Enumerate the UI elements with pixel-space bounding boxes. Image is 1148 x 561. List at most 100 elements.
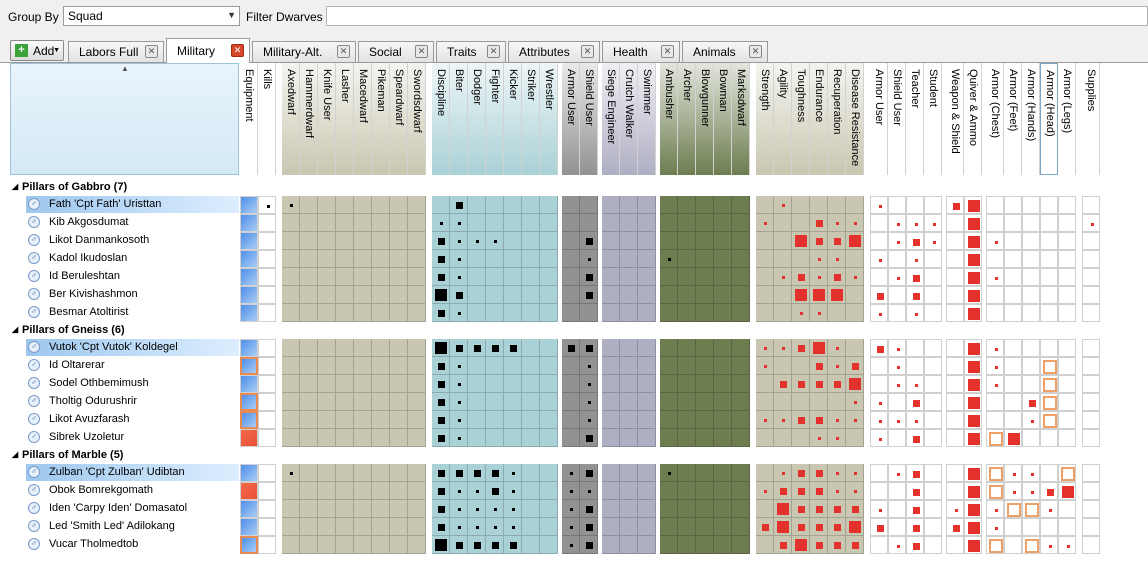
grid-cell-le[interactable] (1058, 375, 1076, 393)
grid-cell-dr[interactable] (846, 429, 864, 447)
grid-cell-a1[interactable] (562, 250, 580, 268)
grid-cell-te[interactable] (906, 214, 924, 232)
grid-cell-m7[interactable] (390, 268, 408, 286)
grid-cell-sg[interactable] (924, 232, 942, 250)
grid-cell-d4[interactable] (486, 268, 504, 286)
grid-cell-m6[interactable] (372, 268, 390, 286)
grid-cell-r3[interactable] (714, 536, 732, 554)
grid-cell-d4[interactable] (486, 536, 504, 554)
grid-cell-r1[interactable] (678, 232, 696, 250)
grid-cell-eq[interactable] (240, 268, 258, 286)
grid-cell-d5[interactable] (504, 482, 522, 500)
dwarf-row[interactable]: ♂ Obok Bomrekgomath (26, 482, 239, 499)
grid-cell-qa[interactable] (964, 196, 982, 214)
grid-cell-d2[interactable] (450, 464, 468, 482)
grid-cell-m[interactable] (282, 357, 300, 375)
column-header-equipment[interactable]: Equipment (240, 63, 258, 175)
grid-cell-hd[interactable] (1040, 500, 1058, 518)
grid-cell-st[interactable] (756, 518, 774, 536)
grid-cell-cw[interactable] (620, 357, 638, 375)
grid-cell-ch[interactable] (986, 518, 1004, 536)
grid-cell-ha[interactable] (1022, 250, 1040, 268)
grid-cell-r2[interactable] (696, 500, 714, 518)
grid-cell-re[interactable] (828, 268, 846, 286)
grid-cell-m5[interactable] (354, 429, 372, 447)
grid-cell-se[interactable] (602, 250, 620, 268)
grid-cell-d4[interactable] (486, 375, 504, 393)
grid-cell-am[interactable] (660, 196, 678, 214)
grid-cell-d5[interactable] (504, 268, 522, 286)
grid-cell-d4[interactable] (486, 500, 504, 518)
grid-cell-d3[interactable] (468, 339, 486, 357)
grid-cell-ar[interactable] (870, 375, 888, 393)
grid-cell-ag[interactable] (774, 393, 792, 411)
dwarf-row[interactable]: ♂ Ber Kivishashmon (26, 286, 239, 303)
column-header-lasher[interactable]: Lasher (336, 63, 354, 175)
grid-cell-r3[interactable] (714, 304, 732, 322)
grid-cell-sg[interactable] (924, 214, 942, 232)
grid-cell-d2[interactable] (450, 393, 468, 411)
grid-cell-m7[interactable] (390, 339, 408, 357)
grid-cell-ch[interactable] (986, 250, 1004, 268)
grid-cell-m5[interactable] (354, 268, 372, 286)
grid-cell-r1[interactable] (678, 339, 696, 357)
grid-cell-cw[interactable] (620, 375, 638, 393)
grid-cell-as[interactable] (888, 357, 906, 375)
grid-cell-sh[interactable] (580, 196, 598, 214)
dwarf-row[interactable]: ♂ Led 'Smith Led' Adilokang (26, 518, 239, 535)
grid-cell-ar[interactable] (870, 286, 888, 304)
grid-cell-d5[interactable] (504, 250, 522, 268)
grid-cell-a1[interactable] (562, 482, 580, 500)
grid-cell-ha[interactable] (1022, 393, 1040, 411)
grid-cell-m8[interactable] (408, 214, 426, 232)
grid-cell-sg[interactable] (924, 375, 942, 393)
grid-cell-ag[interactable] (774, 232, 792, 250)
grid-cell-m[interactable] (282, 304, 300, 322)
grid-cell-m6[interactable] (372, 536, 390, 554)
grid-cell-te[interactable] (906, 196, 924, 214)
grid-cell-r2[interactable] (696, 304, 714, 322)
grid-cell-re[interactable] (828, 411, 846, 429)
grid-cell-d2[interactable] (450, 286, 468, 304)
grid-cell-hd[interactable] (1040, 536, 1058, 554)
grid-cell-m8[interactable] (408, 411, 426, 429)
grid-cell-cw[interactable] (620, 286, 638, 304)
grid-cell-cw[interactable] (620, 196, 638, 214)
grid-cell-d5[interactable] (504, 375, 522, 393)
grid-cell-ag[interactable] (774, 429, 792, 447)
grid-cell-a1[interactable] (562, 214, 580, 232)
grid-cell-d1[interactable] (432, 304, 450, 322)
grid-cell-m5[interactable] (354, 500, 372, 518)
grid-cell-d6[interactable] (522, 536, 540, 554)
grid-cell-ha[interactable] (1022, 232, 1040, 250)
grid-cell-d5[interactable] (504, 518, 522, 536)
grid-cell-re[interactable] (828, 393, 846, 411)
grid-cell-cw[interactable] (620, 500, 638, 518)
grid-cell-am[interactable] (660, 375, 678, 393)
grid-cell-ag[interactable] (774, 286, 792, 304)
grid-cell-ha[interactable] (1022, 375, 1040, 393)
grid-cell-su[interactable] (1082, 286, 1100, 304)
grid-cell-te[interactable] (906, 482, 924, 500)
grid-cell-a1[interactable] (562, 429, 580, 447)
grid-cell-r2[interactable] (696, 286, 714, 304)
grid-cell-dr[interactable] (846, 411, 864, 429)
column-header-strength[interactable]: Strength (756, 63, 774, 175)
grid-cell-r1[interactable] (678, 429, 696, 447)
grid-cell-dr[interactable] (846, 339, 864, 357)
grid-cell-r1[interactable] (678, 518, 696, 536)
grid-cell-d7[interactable] (540, 411, 558, 429)
grid-cell-te[interactable] (906, 250, 924, 268)
grid-cell-le[interactable] (1058, 464, 1076, 482)
grid-cell-cw[interactable] (620, 536, 638, 554)
grid-cell-ws[interactable] (946, 304, 964, 322)
dwarf-row[interactable]: ♂ Zulban 'Cpt Zulban' Udibtan (26, 464, 239, 481)
grid-cell-m8[interactable] (408, 464, 426, 482)
grid-cell-se[interactable] (602, 214, 620, 232)
grid-cell-ha[interactable] (1022, 214, 1040, 232)
grid-cell-sh[interactable] (580, 411, 598, 429)
grid-cell-su[interactable] (1082, 268, 1100, 286)
grid-cell-am[interactable] (660, 500, 678, 518)
grid-cell-r3[interactable] (714, 518, 732, 536)
grid-cell-m7[interactable] (390, 250, 408, 268)
